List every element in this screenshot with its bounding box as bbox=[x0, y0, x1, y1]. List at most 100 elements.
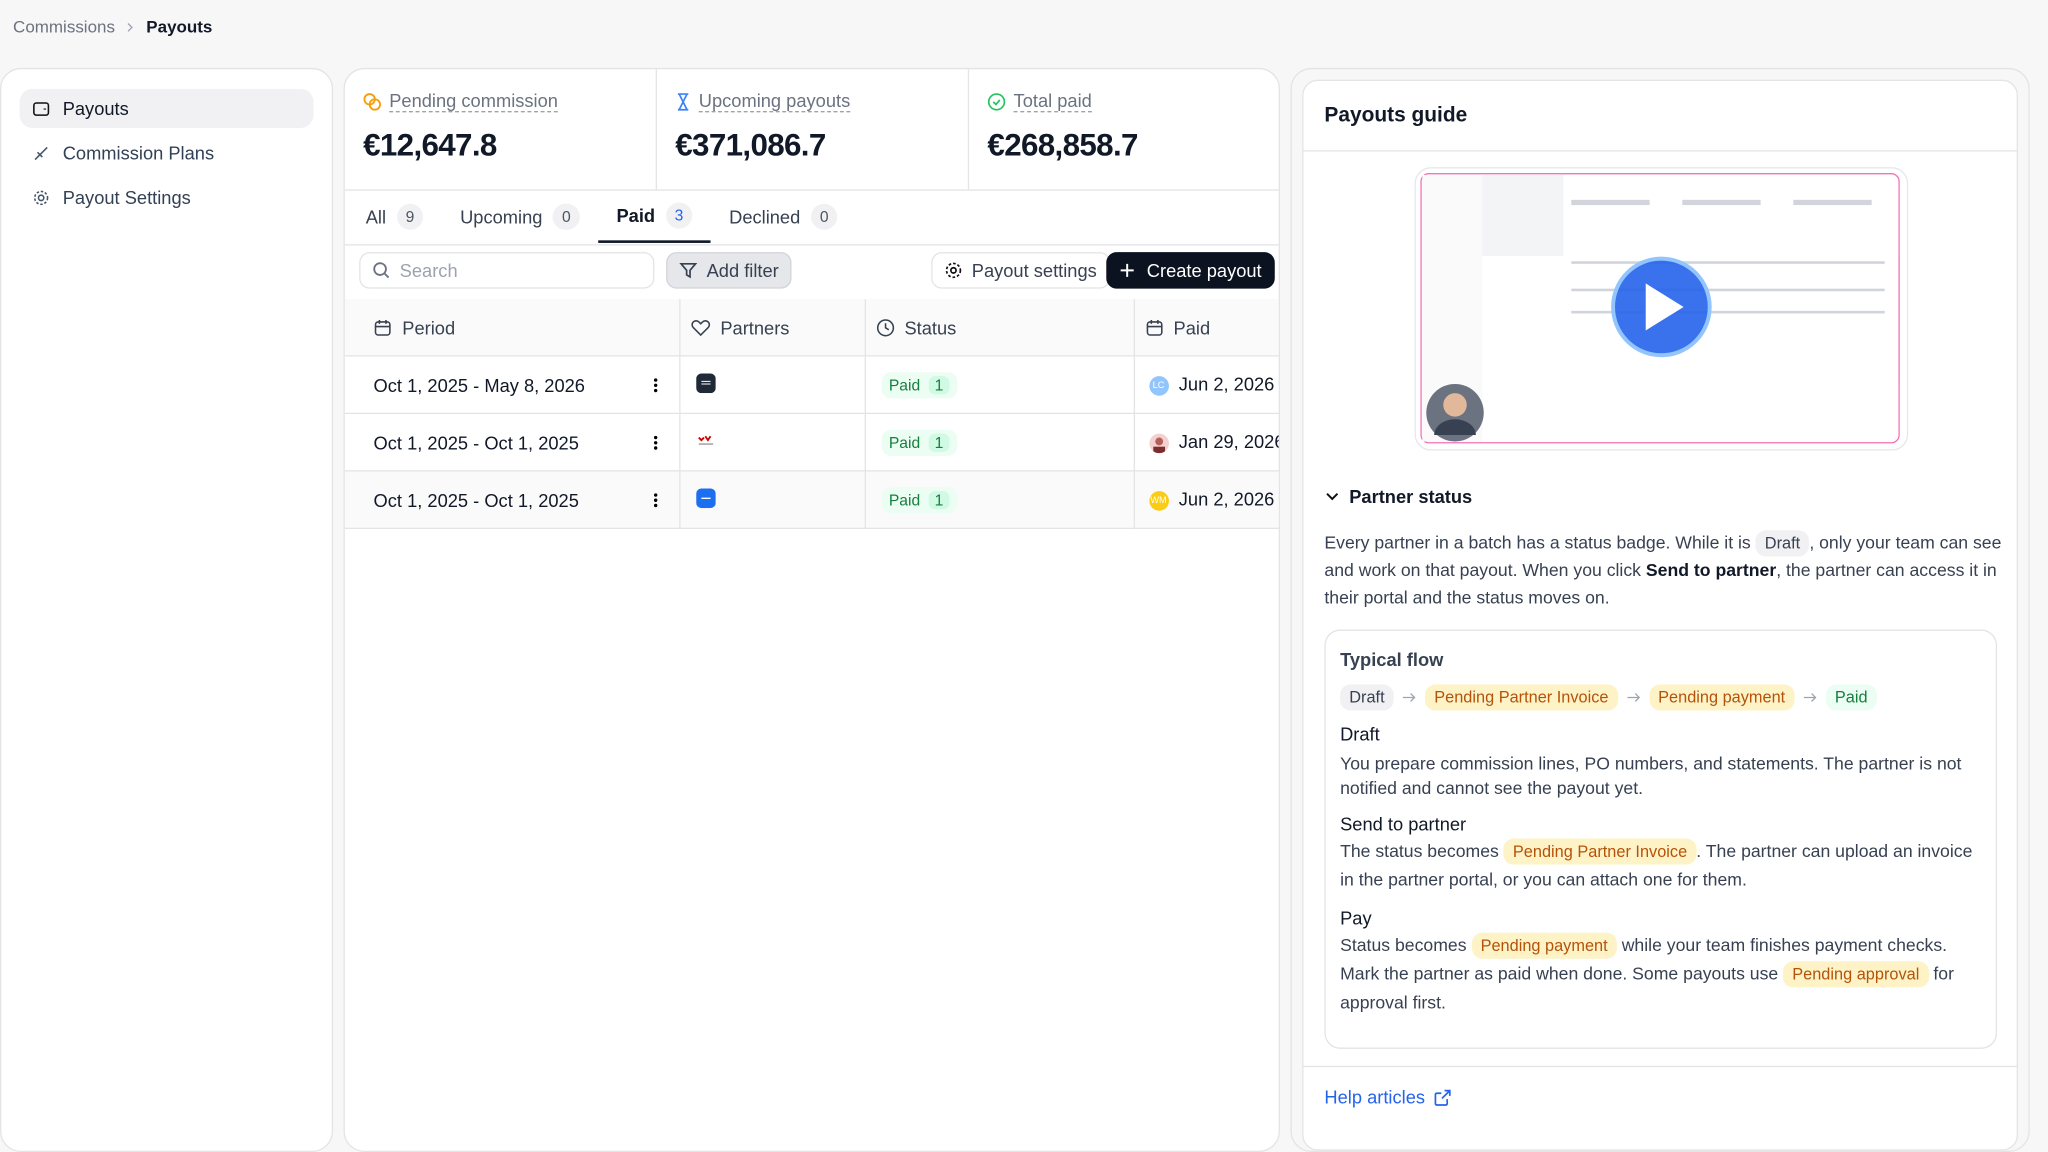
paid-date: Jun 2, 2026 bbox=[1178, 373, 1275, 395]
nav-item[interactable]: Payout Settings bbox=[20, 178, 314, 217]
stat-card: Upcoming payouts €371,086.7 bbox=[657, 69, 970, 190]
status-cell: Paid 1 bbox=[863, 412, 1135, 472]
flow-card: Typical flow Draft Pending Partner Invoi… bbox=[1324, 629, 1998, 1049]
partner-cell bbox=[678, 355, 866, 415]
nav-item[interactable]: Payouts bbox=[19, 88, 314, 128]
tab-label: Declined bbox=[729, 206, 801, 228]
button-label: Add filter bbox=[706, 259, 779, 281]
stat-label: Upcoming payouts bbox=[698, 90, 851, 113]
menu-dots[interactable] bbox=[652, 376, 657, 394]
status-count: 1 bbox=[928, 375, 950, 394]
create-button[interactable]: Create payout bbox=[1106, 252, 1275, 289]
text: for approval first. bbox=[1340, 963, 1954, 1013]
external-icon bbox=[1434, 1089, 1451, 1106]
icon bbox=[373, 262, 390, 279]
flow-pill: Paid bbox=[1825, 684, 1877, 711]
search-input[interactable]: Search bbox=[359, 252, 655, 289]
tab-label: Upcoming bbox=[460, 206, 543, 228]
tab-count: 9 bbox=[396, 203, 424, 230]
tab-count: 3 bbox=[665, 202, 693, 229]
header-label: Status bbox=[904, 316, 957, 338]
paid-date: Jun 2, 2026 bbox=[1178, 488, 1275, 510]
text: The status becomes bbox=[1340, 841, 1504, 861]
header-label: Partners bbox=[720, 316, 790, 338]
payouts-table: Period Partners Status Paid Oct 1, 2025 … bbox=[344, 299, 1279, 529]
icon bbox=[876, 318, 894, 336]
settings-button[interactable]: Payout settings bbox=[931, 252, 1110, 289]
partner-cell bbox=[678, 470, 866, 529]
text: , the partner can access it in their por… bbox=[1324, 560, 1997, 608]
nav-label: Commission Plans bbox=[62, 142, 215, 164]
status-cell: Paid 1 bbox=[863, 355, 1135, 415]
status-count: 1 bbox=[928, 432, 950, 452]
step-title: Draft bbox=[1340, 723, 1380, 745]
tab-label: All bbox=[365, 206, 387, 228]
stat-value: €12,647.8 bbox=[363, 127, 497, 164]
arrow bbox=[1402, 693, 1416, 702]
partner-cell bbox=[678, 412, 866, 472]
intro-text: Every partner in a batch has a status ba… bbox=[1324, 529, 2003, 611]
filter-button[interactable]: Add filter bbox=[666, 252, 792, 289]
period: Oct 1, 2025 - Oct 1, 2025 bbox=[373, 489, 579, 511]
status-label: Paid bbox=[888, 375, 921, 394]
section-title: Partner status bbox=[1349, 485, 1473, 507]
table-row[interactable]: Oct 1, 2025 - Oct 1, 2025 Paid 1 WM Jun 2,… bbox=[344, 470, 1279, 529]
status-badge: Paid 1 bbox=[880, 371, 958, 398]
status-count: 1 bbox=[928, 490, 950, 509]
status-pill: Pending approval bbox=[1783, 961, 1929, 988]
sidebar: Payouts Commission Plans Payout Settings bbox=[0, 67, 334, 1152]
avatar-photo bbox=[1148, 433, 1169, 454]
body: Commissions Payouts Payouts Commission P… bbox=[0, 16, 2030, 1152]
emphasis: Send to partner bbox=[1645, 560, 1777, 580]
tab[interactable]: Upcoming 0 bbox=[442, 191, 598, 243]
flow-title: Typical flow bbox=[1340, 649, 1444, 671]
step-text: The status becomes Pending Partner Invoi… bbox=[1340, 837, 1981, 894]
avatar: LC bbox=[1148, 376, 1169, 396]
section-toggle[interactable]: Partner status bbox=[1326, 486, 1472, 507]
search-placeholder: Search bbox=[399, 259, 458, 281]
breadcrumb-link[interactable]: Commissions bbox=[13, 16, 115, 37]
guide-title: Payouts guide bbox=[1324, 104, 1468, 127]
table-row[interactable]: Oct 1, 2025 - Oct 1, 2025 Paid 1 Jan 29, … bbox=[344, 412, 1279, 472]
icon bbox=[987, 92, 1006, 110]
menu-dots[interactable] bbox=[652, 490, 657, 508]
step-text: You prepare commission lines, PO numbers… bbox=[1340, 751, 1981, 801]
header-label: Paid bbox=[1173, 316, 1211, 338]
tab[interactable]: Paid 3 bbox=[598, 191, 711, 243]
chevron bbox=[127, 22, 133, 32]
tab[interactable]: Declined 0 bbox=[711, 191, 856, 243]
status-badge: Paid 1 bbox=[880, 429, 958, 456]
table-row[interactable]: Oct 1, 2025 - May 8, 2026 Paid 1 LC Jun 2,… bbox=[344, 355, 1279, 415]
period-cell: Oct 1, 2025 - May 8, 2026 bbox=[344, 355, 680, 415]
text: Status becomes bbox=[1340, 935, 1472, 955]
status-pill: Draft bbox=[1755, 530, 1810, 557]
icon bbox=[679, 262, 698, 279]
menu-dots[interactable] bbox=[652, 433, 657, 451]
guide-panel: Payouts guide Partner status Every partn… bbox=[1290, 67, 2030, 1152]
flow-pill: Pending payment bbox=[1648, 684, 1795, 711]
stat-label: Pending commission bbox=[389, 90, 558, 113]
partner-logo bbox=[695, 372, 716, 393]
nav-item[interactable]: Commission Plans bbox=[20, 133, 314, 172]
text: . The partner can upload an invoice in t… bbox=[1340, 841, 1973, 890]
column-header: Period bbox=[344, 299, 680, 357]
text: You prepare commission lines, PO numbers… bbox=[1340, 753, 1962, 799]
paid-cell: WM Jun 2, 2026 bbox=[1133, 470, 1279, 529]
tab[interactable]: All 9 bbox=[347, 191, 441, 243]
status-label: Paid bbox=[888, 490, 921, 509]
period-cell: Oct 1, 2025 - Oct 1, 2025 bbox=[344, 412, 680, 472]
video-thumbnail[interactable] bbox=[1414, 167, 1909, 451]
header-label: Period bbox=[402, 316, 456, 338]
arrow bbox=[1803, 693, 1817, 702]
button-label: Payout settings bbox=[971, 259, 1097, 281]
icon bbox=[677, 92, 689, 110]
column-header: Paid bbox=[1133, 299, 1279, 357]
flow-pill: Pending Partner Invoice bbox=[1425, 684, 1618, 711]
status-pill: Pending Partner Invoice bbox=[1503, 838, 1697, 865]
icon bbox=[374, 319, 391, 336]
payouts-panel: Pending commission €12,647.8 Upcoming pa… bbox=[343, 67, 1280, 1152]
help-link[interactable]: Help articles bbox=[1324, 1087, 1451, 1108]
nav-label: Payout Settings bbox=[62, 186, 191, 208]
period: Oct 1, 2025 - Oct 1, 2025 bbox=[373, 431, 579, 453]
icon bbox=[363, 92, 381, 110]
